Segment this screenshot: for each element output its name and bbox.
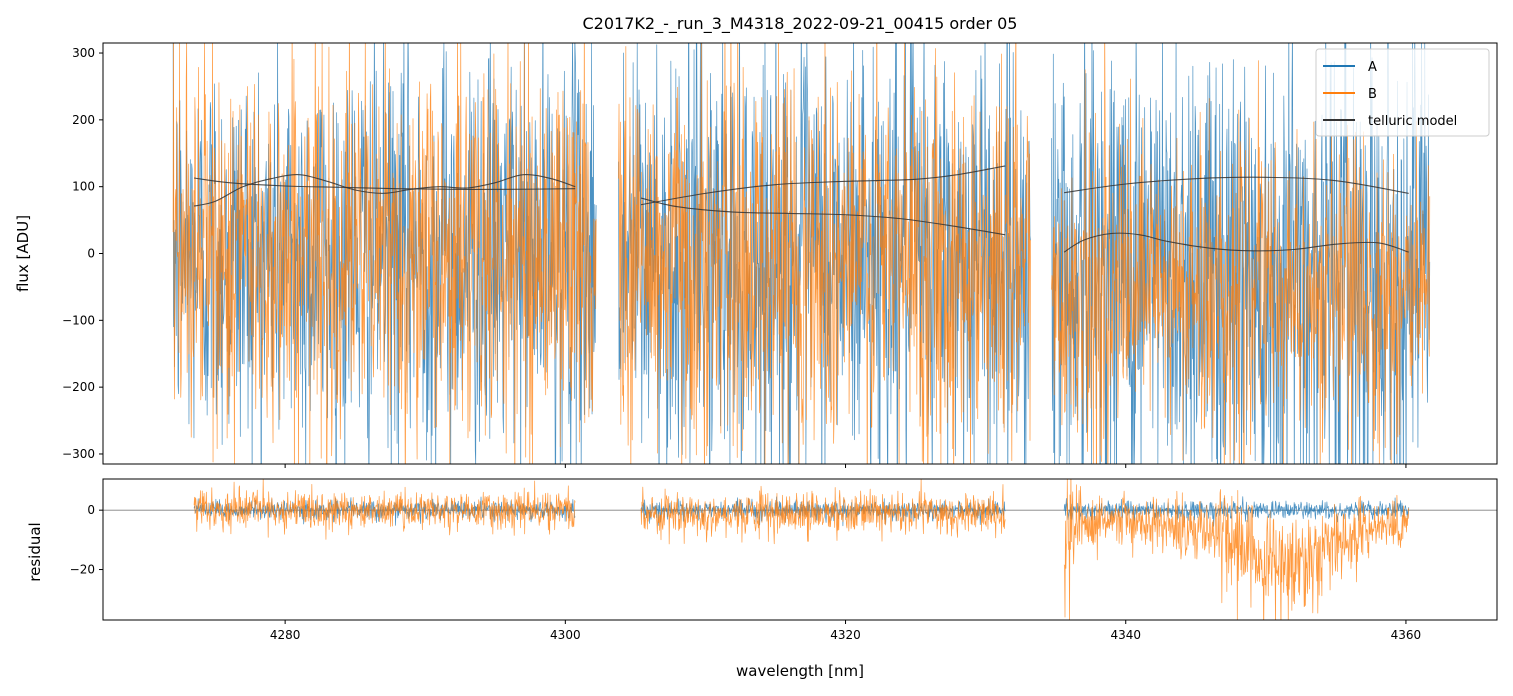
legend-label-b: B	[1368, 87, 1377, 102]
legend-label-telluric: telluric model	[1368, 114, 1457, 129]
residual-y-ticks: −20 0	[70, 503, 103, 577]
telluric-model-a-5	[1064, 176, 1409, 194]
x-tick-label: 4320	[830, 628, 861, 642]
y-tick-label: −300	[62, 447, 95, 461]
y-tick-label: −20	[70, 563, 95, 577]
y-tick-label: 300	[72, 46, 95, 60]
legend-label-a: A	[1368, 60, 1377, 75]
series-a-segment-3-residual	[1063, 496, 1410, 527]
telluric-model-a-3	[640, 165, 1006, 206]
x-tick-label: 4280	[270, 628, 301, 642]
series-a-segment-3-flux	[1051, 43, 1431, 464]
flux-y-ticks: −300 −200 −100 0 100 200 300	[62, 46, 103, 461]
telluric-model-b-2	[193, 173, 576, 207]
y-tick-label: −100	[62, 313, 95, 327]
telluric-model-b-4	[640, 197, 1006, 236]
series-b-segment-1-flux	[172, 43, 597, 464]
y-tick-label: 100	[72, 180, 95, 194]
x-axis-label: wavelength [nm]	[736, 662, 864, 680]
telluric-model-b-6	[1063, 232, 1409, 253]
series-b-segment-2-residual	[640, 479, 1006, 545]
flux-x-ticks	[284, 464, 1407, 468]
series-b-segment-3-residual	[1063, 479, 1410, 620]
telluric-model-a-1	[193, 177, 576, 190]
residual-panel: −20 0 4280 4300 4320 4340 4360 residual	[26, 478, 1498, 642]
series-b-segment-2-flux	[618, 43, 1031, 464]
residual-x-ticks: 4280 4300 4320 4340 4360	[270, 620, 1421, 642]
flux-plot-area	[172, 43, 1431, 464]
flux-y-axis-label: flux [ADU]	[14, 215, 32, 292]
series-b-segment-3-flux	[1051, 43, 1431, 464]
series-b-segment-1-residual	[193, 479, 576, 540]
residual-y-axis-label: residual	[26, 522, 44, 581]
x-tick-label: 4360	[1391, 628, 1422, 642]
y-tick-label: 0	[87, 503, 95, 517]
y-tick-label: −200	[62, 380, 95, 394]
y-tick-label: 200	[72, 113, 95, 127]
flux-panel: −300 −200 −100 0 100 200 300 flux [ADU] A B te…	[14, 42, 1498, 468]
chart-title: C2017K2_-_run_3_M4318_2022-09-21_00415 o…	[583, 14, 1018, 34]
residual-plot-area	[103, 479, 1497, 620]
residual-axes-frame	[102, 478, 1498, 621]
y-tick-label: 0	[87, 247, 95, 261]
x-tick-label: 4340	[1110, 628, 1141, 642]
legend-box	[1315, 48, 1490, 137]
legend: A B telluric model	[1315, 48, 1490, 137]
x-tick-label: 4300	[550, 628, 581, 642]
